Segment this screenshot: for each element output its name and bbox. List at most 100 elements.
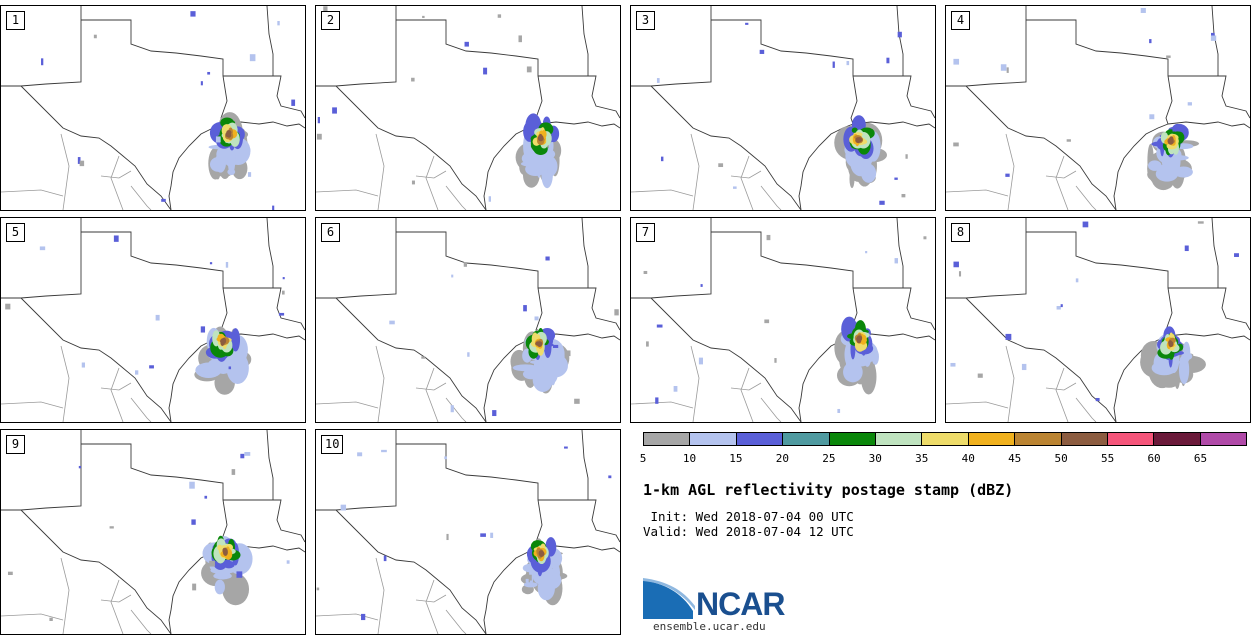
colorbar-swatch [1015, 433, 1062, 445]
reflectivity-cell [608, 475, 612, 479]
colorbar-tick-label: 20 [775, 452, 789, 465]
reflectivity-cell [323, 6, 328, 12]
reflectivity-cell [236, 571, 243, 578]
reflectivity-cell [467, 352, 470, 357]
reflectivity-cell [1075, 278, 1079, 283]
reflectivity-cell [846, 60, 850, 66]
map-graphic [1, 430, 305, 634]
reflectivity-cell [200, 81, 203, 86]
postage-stamp-map: 1 [0, 5, 306, 211]
colorbar-swatch [922, 433, 969, 445]
reflectivity-cell [451, 274, 454, 278]
site-url: ensemble.ucar.edu [653, 620, 766, 633]
reflectivity-cell [1197, 221, 1204, 224]
member-label: 8 [951, 223, 970, 242]
reflectivity-cell [155, 314, 160, 321]
colorbar-swatch [968, 433, 1016, 445]
county-border [1045, 382, 1077, 391]
reflectivity-cell [901, 193, 906, 198]
reflectivity-cell [1056, 305, 1061, 310]
state-border [853, 75, 935, 119]
reflectivity-cell [897, 31, 902, 38]
state-border [946, 6, 1173, 125]
member-label: 1 [6, 11, 25, 30]
reflectivity-cell [718, 163, 724, 168]
county-border [946, 189, 1009, 197]
reflectivity-cell [209, 157, 226, 172]
reflectivity-cell [525, 578, 529, 583]
reflectivity-cell [656, 324, 663, 328]
reflectivity-cell [518, 35, 522, 43]
postage-stamp-map: 9 [0, 429, 306, 635]
county-border [1, 613, 64, 621]
reflectivity-cell [316, 133, 322, 140]
reflectivity-cell [492, 410, 497, 417]
county-border [740, 367, 754, 422]
county-border [316, 401, 379, 409]
reflectivity-cell [411, 180, 415, 185]
reflectivity-cell [41, 58, 44, 66]
county-border [130, 397, 152, 422]
member-label: 6 [321, 223, 340, 242]
reflectivity-cell [282, 290, 285, 295]
member-label: 2 [321, 11, 340, 30]
postage-stamp-map: 5 [0, 217, 306, 423]
reflectivity-cell [950, 362, 956, 367]
county-border [100, 594, 132, 603]
reflectivity-cell [223, 560, 235, 569]
county-border [1075, 397, 1097, 422]
county-border [415, 170, 447, 179]
reflectivity-cell [316, 587, 320, 591]
ncar-logo-icon [643, 578, 695, 619]
valid-time: Valid: Wed 2018-07-04 12 UTC [643, 524, 854, 539]
reflectivity-cell [1184, 245, 1189, 252]
state-border [1, 6, 228, 125]
county-border [425, 155, 439, 210]
reflectivity-cell [497, 14, 502, 18]
state-border [1168, 75, 1250, 119]
reflectivity-cell [200, 326, 206, 333]
reflectivity-cell [837, 408, 841, 413]
reflectivity-cell [286, 560, 290, 564]
reflectivity-cell [1149, 39, 1152, 44]
reflectivity-cell [278, 312, 285, 316]
state-border [222, 333, 305, 341]
postage-stamp-map: 6 [315, 217, 621, 423]
state-border [223, 75, 305, 119]
map-graphic [946, 218, 1250, 422]
member-label: 4 [951, 11, 970, 30]
reflectivity-cell [49, 617, 53, 621]
reflectivity-cell [539, 155, 558, 178]
reflectivity-cell [1234, 253, 1239, 257]
county-border [110, 579, 124, 634]
reflectivity-cell [643, 270, 648, 275]
state-border [1, 218, 228, 337]
reflectivity-cell [1187, 102, 1192, 106]
reflectivity-cell [236, 555, 245, 576]
state-border [650, 297, 802, 422]
county-border [1045, 170, 1077, 179]
reflectivity-cell [411, 77, 415, 82]
county-border [445, 397, 467, 422]
county-border [415, 594, 447, 603]
reflectivity-cell [953, 58, 960, 65]
reflectivity-colorbar [643, 432, 1247, 446]
state-border [538, 499, 620, 543]
colorbar-swatch [783, 433, 830, 445]
reflectivity-cell [215, 136, 221, 143]
state-border [266, 218, 274, 288]
state-border [853, 287, 935, 331]
reflectivity-cell [483, 67, 488, 75]
state-border [1211, 218, 1219, 288]
reflectivity-cell [564, 446, 568, 449]
reflectivity-cell [291, 99, 296, 106]
reflectivity-cell [547, 168, 551, 174]
reflectivity-cell [905, 154, 908, 159]
reflectivity-cell [244, 452, 251, 456]
county-border [1055, 367, 1069, 422]
county-border [316, 189, 379, 197]
init-time: Init: Wed 2018-07-04 00 UTC [643, 509, 854, 524]
reflectivity-cell [1006, 67, 1009, 73]
reflectivity-cell [231, 469, 236, 475]
reflectivity-cell [78, 465, 82, 469]
